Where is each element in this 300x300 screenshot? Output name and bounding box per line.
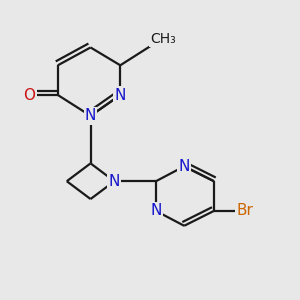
Text: N: N bbox=[85, 108, 96, 123]
Text: N: N bbox=[150, 203, 162, 218]
Text: Br: Br bbox=[237, 203, 254, 218]
Text: N: N bbox=[178, 159, 190, 174]
Text: N: N bbox=[115, 88, 126, 103]
Text: O: O bbox=[24, 88, 36, 103]
Text: N: N bbox=[109, 174, 120, 189]
Text: CH₃: CH₃ bbox=[151, 32, 176, 46]
